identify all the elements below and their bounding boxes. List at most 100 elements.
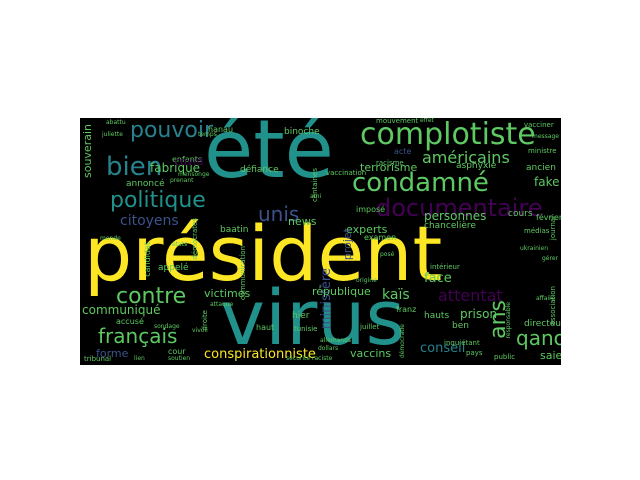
word-tribunal: tribunal (84, 355, 112, 363)
word-mouvement: mouvement (376, 118, 419, 125)
word-cour: cour (168, 347, 186, 356)
word-baatin: baatin (220, 225, 249, 235)
word-asphyxie: asphyxie (456, 161, 497, 171)
word-annonce: annoncé (126, 179, 165, 189)
word-democrates: démocrates (191, 218, 199, 260)
word-kais: kaïs (382, 287, 410, 303)
word-pays: pays (466, 349, 483, 357)
word-news: news (288, 215, 317, 228)
word-racisme: racisme (376, 159, 404, 167)
word-ukrainien: ukrainien (520, 245, 549, 252)
word-ancien: ancien (526, 163, 556, 173)
word-prison: prison (460, 307, 498, 321)
word-communication: communication (239, 246, 247, 301)
word-president: président (84, 209, 443, 298)
word-personnes: personnes (424, 209, 487, 223)
word-lien: lien (134, 355, 145, 362)
word-unis: unis (258, 202, 300, 226)
word-cloud: président été virus complotiste condamné… (80, 118, 561, 365)
word-effet: effet (420, 118, 434, 124)
word-haut: haut (256, 323, 275, 332)
word-message: message (532, 133, 559, 140)
word-interieur: intérieur (430, 263, 460, 271)
word-terrorisme: terrorisme (360, 161, 418, 174)
word-covid: covid (174, 155, 204, 168)
word-conseil: conseil (420, 341, 466, 356)
word-hauts: hauts (424, 311, 450, 321)
word-ministre: ministre (528, 147, 557, 155)
word-vaccination: vaccination (326, 169, 367, 177)
word-raciste: raciste (312, 355, 333, 362)
word-origine: origine (356, 277, 377, 284)
word-ministere: ministère (319, 268, 334, 330)
word-victimes: victimes (204, 287, 251, 300)
word-vaccins: vaccins (350, 347, 392, 360)
word-examen: examen (364, 233, 397, 242)
word-fabrique: fabrique (150, 161, 201, 175)
word-hier: hier (292, 311, 310, 321)
word-ami: ami (310, 193, 322, 200)
word-franz: franz (396, 305, 417, 314)
word-pouvoir: pouvoir (130, 118, 214, 143)
word-juliette: juliette (102, 131, 123, 138)
word-qanon: qanon (516, 326, 561, 350)
word-condamne: condamné (352, 168, 489, 198)
word-responsable: responsable (505, 302, 512, 339)
word-republique: république (312, 285, 371, 298)
word-medias: médias (524, 227, 550, 235)
word-appele: appelé (158, 263, 189, 273)
word-abattu: abattu (106, 119, 126, 126)
word-americains: américains (422, 148, 510, 167)
word-impose: imposé (356, 205, 386, 214)
word-public: public (494, 353, 516, 361)
word-ete: été (204, 118, 334, 196)
word-etats: états (172, 241, 188, 248)
word-politique: politique (110, 188, 206, 213)
word-prenant: prenant (170, 177, 194, 184)
word-attaque: attaque (210, 301, 234, 308)
word-democratie: démocratie (399, 324, 406, 359)
word-ben: ben (452, 321, 469, 331)
word-francais: français (98, 324, 178, 348)
word-dollars: dollars (318, 345, 339, 352)
word-accuse: accusé (116, 317, 144, 326)
word-soutien: soutien (168, 355, 191, 362)
word-attentat: attentat (438, 286, 503, 305)
word-vacciner: vacciner (524, 121, 554, 129)
word-hanau: hanau (208, 125, 234, 134)
word-association: association (549, 286, 557, 326)
word-experts: experts (346, 223, 388, 236)
word-sondage: sondage (154, 323, 180, 330)
word-temps: temps (198, 131, 217, 138)
word-journal: journal (549, 216, 557, 241)
word-projet: projet (341, 228, 354, 261)
word-contre: contre (116, 284, 187, 309)
word-gerer: gérer (542, 255, 558, 262)
word-virus: virus (220, 273, 406, 362)
word-citoyens: citoyens (120, 213, 179, 229)
word-monde: monde (100, 235, 121, 242)
word-directeur: directeur (524, 319, 561, 329)
word-face: face (424, 271, 452, 286)
word-enfants: enfants (172, 155, 203, 164)
word-allemands: allemands (320, 337, 351, 344)
word-bien: bien (106, 152, 163, 182)
word-mensonge: mensonge (178, 171, 210, 178)
word-cours: cours (508, 209, 533, 219)
word-vivoli: vivoli (192, 327, 208, 334)
word-chanceliere: chancelière (424, 221, 476, 231)
word-tunisie: tunisie (294, 325, 318, 333)
word-conspirationniste: conspirationniste (204, 347, 316, 362)
word-souverain: souverain (81, 124, 94, 179)
word-juillet: juillet (360, 323, 380, 331)
word-acte: acte (394, 147, 412, 156)
word-complotiste: complotiste (360, 118, 536, 152)
word-forme: forme (96, 347, 129, 360)
word-candidat: candidat (143, 242, 152, 277)
word-pose: posé (380, 251, 395, 258)
word-inquietant: inquiétant (444, 339, 480, 347)
word-fake: fake (534, 175, 560, 189)
word-saied: saied (540, 349, 561, 362)
word-documentaire: documentaire (376, 194, 543, 222)
word-binoche: binoche (284, 127, 320, 137)
